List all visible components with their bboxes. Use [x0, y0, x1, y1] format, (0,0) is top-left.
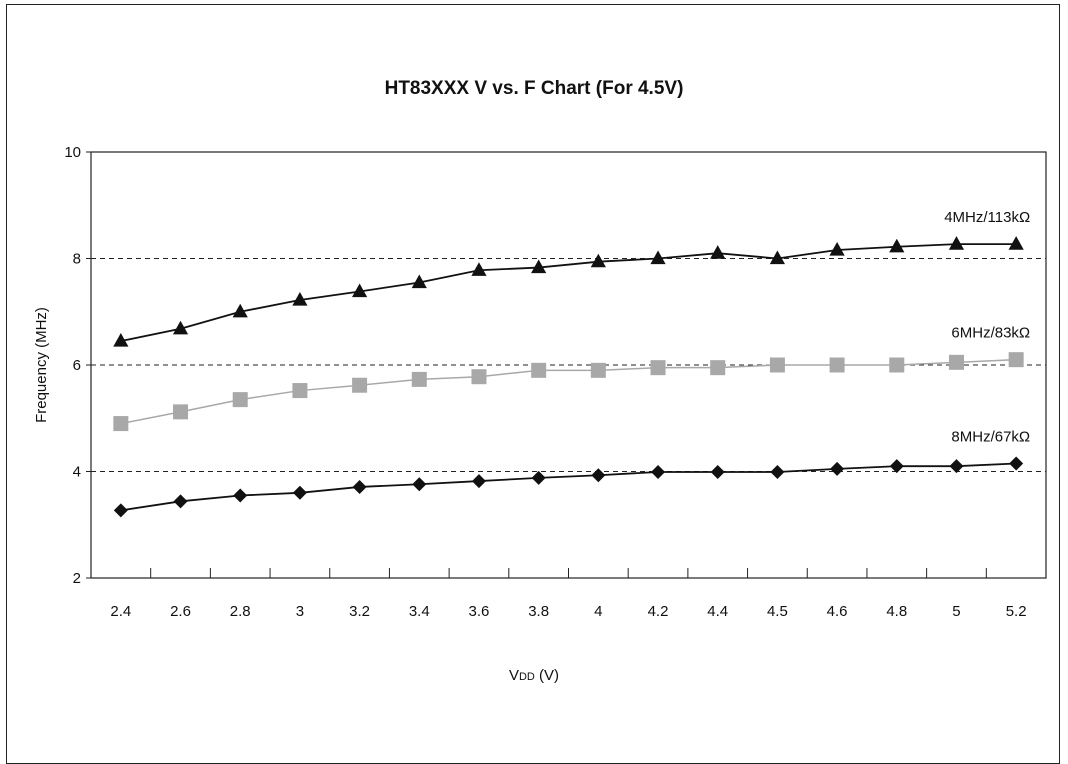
y-tick-label: 6 — [73, 357, 81, 374]
data-point-square — [948, 354, 964, 370]
x-tick-label: 4 — [594, 603, 602, 620]
chart: HT83XXX V vs. F Chart (For 4.5V) Frequen… — [33, 78, 1047, 684]
data-point-diamond — [591, 468, 606, 483]
data-point-triangle — [650, 250, 666, 265]
y-tick-label: 2 — [73, 570, 81, 587]
data-point-triangle — [172, 320, 189, 335]
x-tick-label: 3.4 — [409, 603, 430, 620]
data-point-diamond — [173, 494, 188, 509]
data-point-square — [411, 371, 427, 387]
data-point-diamond — [830, 461, 845, 476]
data-point-square — [531, 362, 547, 378]
chart-title: HT83XXX V vs. F Chart (For 4.5V) — [385, 78, 684, 99]
data-point-square — [650, 360, 666, 376]
x-axis-label-sub: DD — [519, 671, 535, 683]
data-point-diamond — [233, 488, 248, 503]
plot-area: 2 4 6 8 10 2.4 2.6 2.8 3 3.2 3.4 3.6 3.8 4 4.2 4.4 4.5 4.… — [64, 144, 1047, 620]
x-tick-label: 4.4 — [707, 603, 728, 620]
data-point-square — [471, 369, 487, 385]
x-tick-label: 4.2 — [648, 603, 669, 620]
data-point-triangle — [292, 292, 308, 306]
data-point-square — [292, 383, 308, 399]
x-tick-label: 5.2 — [1006, 603, 1027, 620]
x-axis-label-main: V — [509, 667, 519, 684]
data-point-square — [590, 362, 606, 378]
data-point-triangle — [531, 259, 547, 274]
data-point-square — [113, 416, 129, 432]
data-point-diamond — [710, 465, 725, 480]
data-point-diamond — [292, 485, 307, 500]
series-label-1: 4MHz/113kΩ — [944, 209, 1030, 226]
data-point-square — [232, 392, 248, 408]
data-point-square — [173, 404, 189, 420]
data-point-square — [889, 357, 905, 373]
series-line-2 — [120, 358, 1017, 425]
data-point-square — [829, 357, 845, 373]
data-point-triangle — [113, 333, 129, 347]
y-tick-label: 10 — [64, 144, 81, 161]
data-point-triangle — [590, 253, 606, 268]
data-point-diamond — [113, 503, 128, 518]
data-point-triangle — [889, 238, 905, 253]
y-tick-label: 4 — [73, 464, 81, 481]
data-point-diamond — [651, 465, 666, 480]
data-point-diamond — [949, 459, 964, 474]
x-tick-label: 2.8 — [230, 603, 251, 620]
data-point-triangle — [948, 236, 965, 250]
data-point-triangle — [471, 262, 487, 276]
x-axis-label-unit: (V) — [535, 667, 559, 684]
x-tick-label: 3 — [296, 603, 304, 620]
data-point-diamond — [412, 477, 427, 492]
data-point-diamond — [531, 470, 546, 485]
data-point-triangle — [710, 245, 726, 259]
data-point-square — [769, 357, 785, 373]
data-point-triangle — [1008, 236, 1024, 250]
data-point-triangle — [829, 241, 845, 256]
series-label-2: 6MHz/83kΩ — [951, 325, 1030, 342]
data-point-diamond — [352, 479, 367, 494]
x-axis-label: VDD (V) — [509, 667, 559, 684]
x-tick-label: 4.5 — [767, 603, 788, 620]
data-point-square — [352, 377, 368, 393]
data-point-diamond — [1009, 456, 1024, 471]
x-tick-label: 5 — [952, 603, 960, 620]
data-point-square — [710, 360, 726, 376]
series-line-3 — [120, 462, 1017, 512]
x-tick-label: 2.6 — [170, 603, 191, 620]
x-tick-label: 2.4 — [110, 603, 131, 620]
x-tick-label: 4.6 — [827, 603, 848, 620]
x-tick-label: 3.2 — [349, 603, 370, 620]
data-point-square — [1008, 352, 1024, 368]
chart-frame — [6, 4, 1060, 764]
data-point-triangle — [351, 283, 368, 298]
data-point-triangle — [769, 250, 786, 265]
y-axis-label: Frequency (MHz) — [33, 307, 50, 423]
data-point-triangle — [411, 274, 427, 289]
data-point-diamond — [889, 459, 904, 474]
y-tick-label: 8 — [73, 251, 81, 268]
x-tick-label: 3.6 — [469, 603, 490, 620]
series-label-3: 8MHz/67kΩ — [951, 429, 1030, 446]
data-point-triangle — [232, 303, 248, 318]
data-point-diamond — [770, 465, 785, 480]
series-line-1 — [120, 243, 1017, 342]
x-tick-label: 3.8 — [528, 603, 549, 620]
data-point-diamond — [471, 474, 486, 489]
x-tick-label: 4.8 — [886, 603, 907, 620]
